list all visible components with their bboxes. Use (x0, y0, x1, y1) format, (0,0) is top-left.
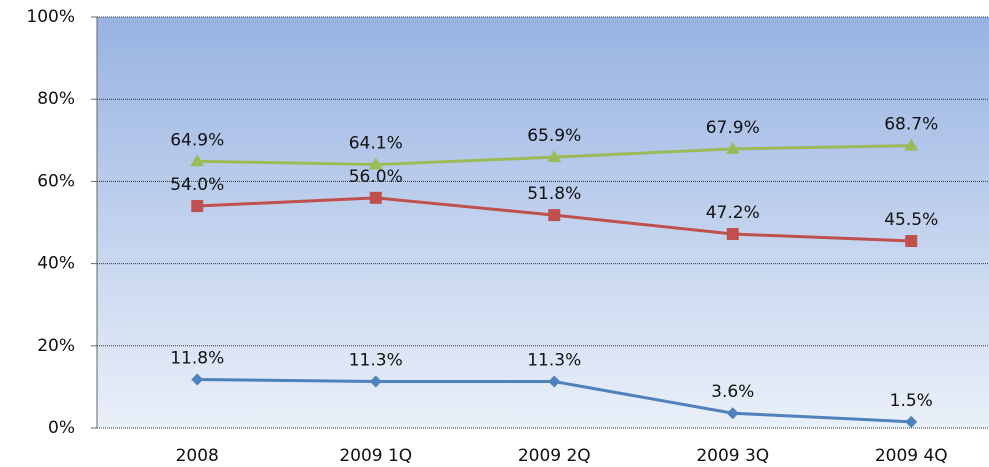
x-tick-label: 2008 (176, 446, 219, 466)
marker (547, 150, 562, 163)
data-label: 11.8% (170, 349, 224, 369)
data-label: 3.6% (711, 382, 754, 402)
data-label: 47.2% (706, 203, 760, 223)
marker (548, 209, 561, 222)
marker (726, 228, 739, 241)
data-label: 56.0% (349, 167, 403, 187)
marker (905, 415, 918, 428)
data-label: 51.8% (527, 184, 581, 204)
data-label: 64.9% (170, 130, 224, 150)
y-tick-label: 20% (37, 336, 75, 356)
marker (904, 138, 919, 151)
marker (190, 154, 205, 167)
plot-area (97, 17, 989, 428)
data-label: 11.3% (349, 351, 403, 371)
y-tick-label: 60% (37, 171, 75, 191)
data-label: 64.1% (349, 134, 403, 154)
data-label: 11.3% (527, 351, 581, 371)
data-label: 45.5% (884, 210, 938, 230)
marker (905, 234, 918, 247)
marker (726, 407, 739, 420)
data-label: 54.0% (170, 175, 224, 195)
marker (191, 200, 204, 213)
marker (369, 375, 382, 388)
marker (368, 157, 383, 170)
data-label: 65.9% (527, 126, 581, 146)
x-tick-label: 2009 4Q (875, 446, 948, 466)
marker (548, 375, 561, 388)
x-tick-label: 2009 3Q (696, 446, 769, 466)
marker (369, 191, 382, 204)
y-tick-label: 80% (37, 89, 75, 109)
marker (725, 141, 740, 154)
data-label: 67.9% (706, 118, 760, 138)
marker (191, 373, 204, 386)
x-tick-label: 2009 2Q (518, 446, 591, 466)
y-tick-label: 100% (26, 7, 75, 27)
data-label: 1.5% (890, 391, 933, 411)
x-tick-label: 2009 1Q (339, 446, 412, 466)
data-label: 68.7% (884, 115, 938, 135)
y-tick-label: 0% (48, 418, 75, 438)
y-tick-label: 40% (37, 254, 75, 274)
